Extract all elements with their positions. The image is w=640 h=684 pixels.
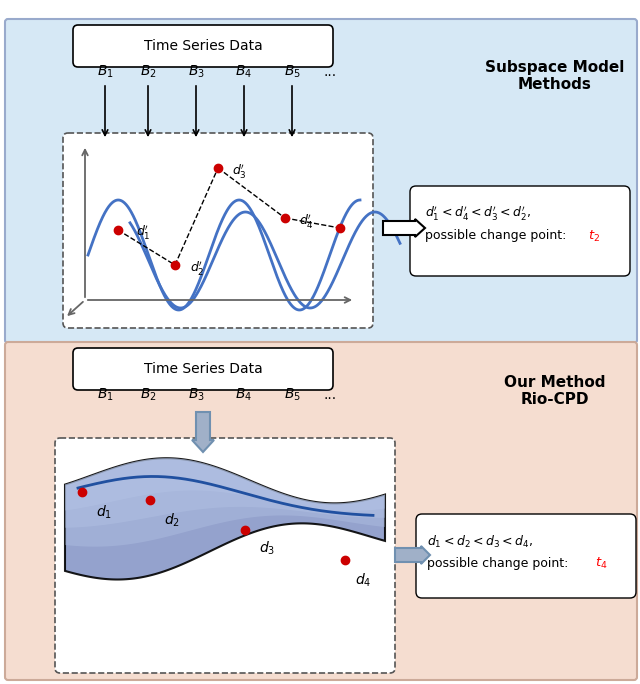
Text: $d_1$: $d_1$: [96, 504, 112, 521]
Text: ...: ...: [323, 388, 337, 402]
FancyBboxPatch shape: [5, 342, 637, 680]
Text: Our Method
Rio-CPD: Our Method Rio-CPD: [504, 375, 605, 408]
Text: $d_1^{\prime} < d_4^{\prime} < d_3^{\prime} < d_2^{\prime}$,: $d_1^{\prime} < d_4^{\prime} < d_3^{\pri…: [425, 204, 531, 222]
Text: $B_1$: $B_1$: [97, 386, 113, 403]
FancyBboxPatch shape: [55, 438, 395, 673]
Text: $B_3$: $B_3$: [188, 64, 204, 80]
Text: $d_4$: $d_4$: [355, 572, 371, 590]
Text: $d_3^{\prime}$: $d_3^{\prime}$: [232, 162, 247, 180]
Polygon shape: [65, 458, 385, 528]
Text: $t_4$: $t_4$: [595, 555, 608, 570]
Text: $d_4^{\prime}$: $d_4^{\prime}$: [299, 212, 314, 230]
Text: $B_3$: $B_3$: [188, 386, 204, 403]
Text: $d_2$: $d_2$: [164, 512, 180, 529]
Text: $B_2$: $B_2$: [140, 386, 156, 403]
FancyArrow shape: [383, 219, 425, 237]
Polygon shape: [65, 458, 385, 511]
FancyArrow shape: [192, 412, 214, 452]
Polygon shape: [65, 458, 385, 579]
Text: Time Series Data: Time Series Data: [143, 362, 262, 376]
Text: Subspace Model
Methods: Subspace Model Methods: [485, 60, 625, 92]
Text: possible change point:: possible change point:: [427, 557, 572, 570]
Text: Time Series Data: Time Series Data: [143, 39, 262, 53]
Text: $B_4$: $B_4$: [236, 64, 253, 80]
Text: $d_3$: $d_3$: [259, 540, 275, 557]
FancyBboxPatch shape: [416, 514, 636, 598]
Text: $d_1^{\prime}$: $d_1^{\prime}$: [136, 223, 150, 241]
Text: $t_2$: $t_2$: [588, 228, 600, 244]
Text: $B_2$: $B_2$: [140, 64, 156, 80]
FancyBboxPatch shape: [73, 25, 333, 67]
FancyArrow shape: [395, 546, 430, 564]
FancyBboxPatch shape: [63, 133, 373, 328]
Text: $B_5$: $B_5$: [284, 386, 300, 403]
Text: $B_5$: $B_5$: [284, 64, 300, 80]
Text: ...: ...: [323, 65, 337, 79]
Text: $B_4$: $B_4$: [236, 386, 253, 403]
FancyBboxPatch shape: [73, 348, 333, 390]
Text: possible change point:: possible change point:: [425, 230, 570, 243]
FancyBboxPatch shape: [5, 19, 637, 343]
FancyBboxPatch shape: [410, 186, 630, 276]
Polygon shape: [65, 458, 385, 547]
Text: $B_1$: $B_1$: [97, 64, 113, 80]
Text: $d_2^{\prime}$: $d_2^{\prime}$: [190, 259, 205, 277]
Text: $d_1 < d_2 < d_3 < d_4$,: $d_1 < d_2 < d_3 < d_4$,: [427, 534, 533, 550]
